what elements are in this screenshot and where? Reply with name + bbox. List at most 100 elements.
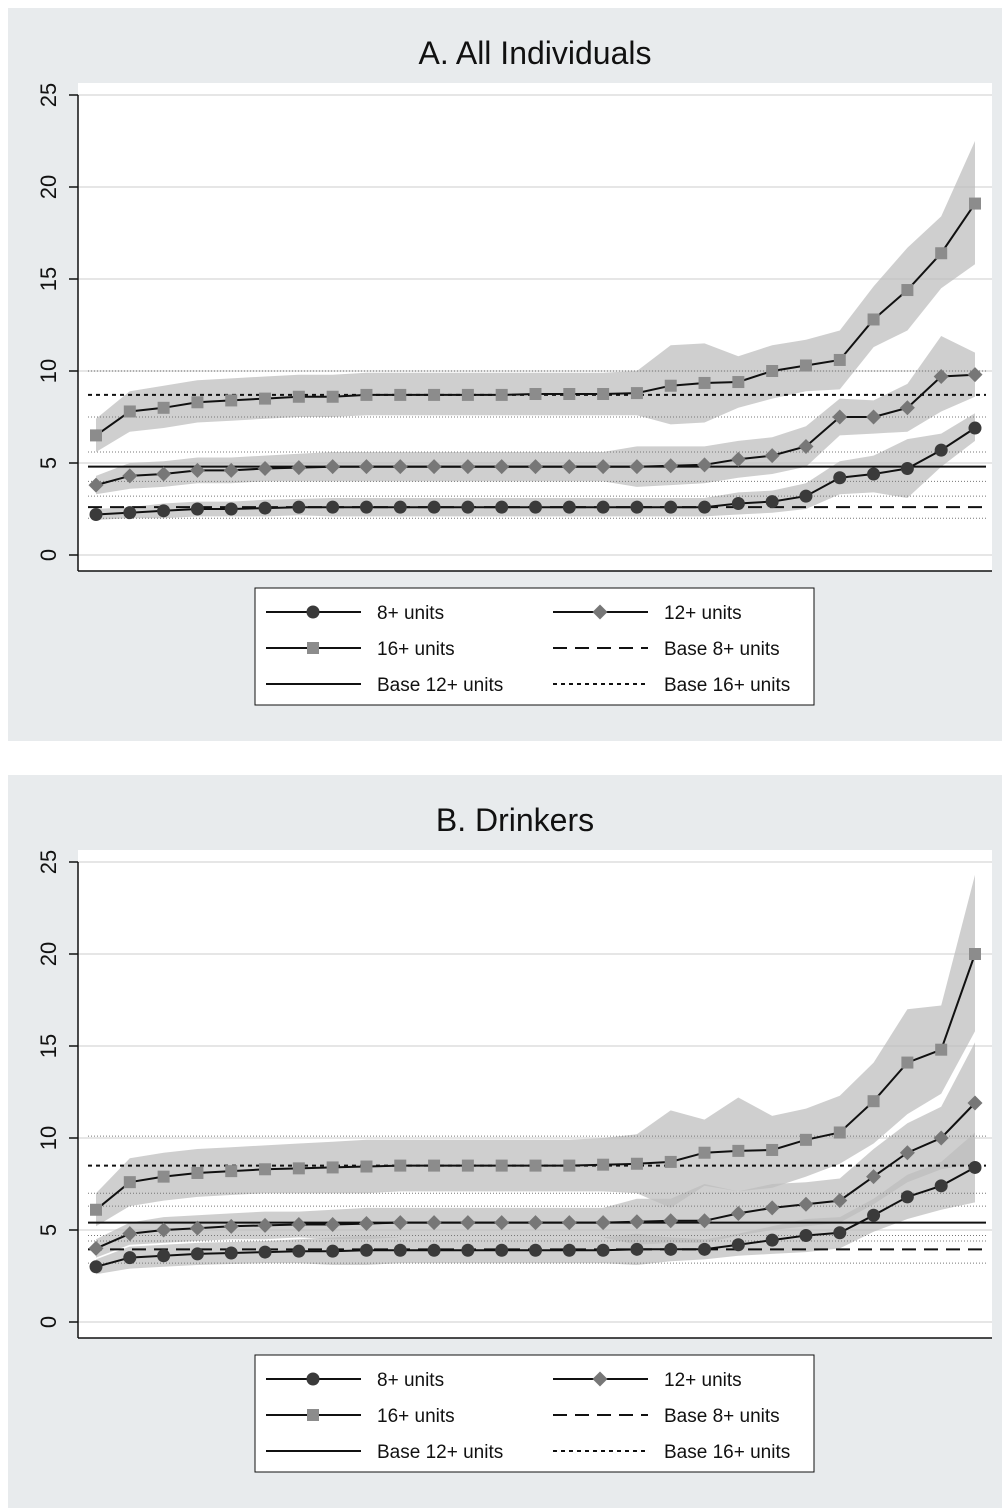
data-point-diamond [832,409,848,425]
data-point-circle [934,443,948,457]
data-point-circle [89,1260,103,1274]
chart-title: A. All Individuals [418,35,651,71]
legend-item: Base 16+ units [553,1442,790,1463]
data-point-square [157,401,170,414]
data-point-diamond [764,1200,780,1216]
data-point-square [90,429,102,442]
confidence-band [96,141,975,452]
data-point-circle [731,1238,745,1252]
data-point-circle [461,500,475,514]
data-point-diamond [156,466,172,482]
confidence-bands [96,141,975,520]
data-point-circle [359,1243,373,1257]
data-point-circle [258,501,272,515]
chart-panel-a: A. All Individuals 0 5 10 15 20 25 8+ units 12… [8,8,1002,741]
data-point-square [867,313,880,326]
data-point-square [326,390,339,403]
data-point-diamond [730,451,746,467]
legend-label: Base 16+ units [664,1442,790,1463]
chart-a-svg: A. All Individuals 0 5 10 15 20 25 8+ units 12… [36,35,992,706]
data-point-diamond [561,1215,577,1231]
data-point-circle [359,500,373,514]
data-point-square [123,1176,136,1189]
data-point-diamond [933,1130,949,1146]
data-point-diamond [595,459,611,475]
data-point-diamond [798,1196,814,1212]
data-point-circle [900,1190,914,1204]
data-point-square [495,1159,508,1172]
y-tick-label: 0 [36,549,61,561]
data-point-square [428,388,441,401]
data-point-square [698,376,711,389]
data-point-diamond [189,462,205,478]
chart-b-svg: B. Drinkers 0 5 10 15 20 25 8+ units 12+ units… [36,802,992,1473]
data-point-square [833,353,846,366]
data-point-square [90,1203,102,1216]
data-point-square [901,1056,914,1069]
legend-item: 8+ units [266,603,444,624]
data-point-diamond [392,459,408,475]
data-point-square [630,1157,643,1170]
data-point-square [597,1158,610,1171]
y-tick-label: 25 [36,83,61,107]
legend-box [254,1354,815,1473]
data-point-diamond [494,459,510,475]
y-tick-label: 0 [36,1316,61,1328]
data-point-circle [664,1242,678,1256]
legend-label: 12+ units [664,1370,742,1391]
legend-item: 8+ units [266,1370,444,1391]
data-point-diamond [494,1215,510,1231]
legend-marker-diamond [592,1371,608,1387]
data-point-circle [495,1243,509,1257]
data-point-diamond [392,1215,408,1231]
legend-label: 16+ units [377,639,455,660]
legend-item: 16+ units [266,639,455,660]
data-point-circle [427,1243,441,1257]
data-point-square [867,1095,880,1108]
data-point-diamond [156,1222,172,1238]
data-point-circle [799,1229,813,1243]
data-point-circle [765,1233,779,1247]
data-point-square [766,1143,779,1156]
data-point-circle [258,1245,272,1259]
confidence-band [96,1042,975,1258]
chart-title: B. Drinkers [436,802,594,838]
data-point-square [529,1159,542,1172]
data-point-circle [427,500,441,514]
data-point-diamond [325,1216,341,1232]
legend-label: 8+ units [377,603,444,624]
data-point-diamond [460,1215,476,1231]
data-point-diamond [426,1215,442,1231]
data-point-circle [123,506,137,520]
data-point-square [698,1146,711,1159]
data-point-circle [900,462,914,476]
data-point-diamond [663,458,679,474]
data-point-circle [529,1243,542,1257]
data-point-circle [393,500,407,514]
data-point-square [969,948,981,960]
data-point-diamond [764,448,780,464]
series-lines [88,948,983,1274]
data-point-circle [664,500,678,514]
data-point-diamond [460,459,476,475]
data-point-diamond [291,460,307,476]
data-point-square [529,388,542,400]
data-point-circle [89,508,103,522]
data-point-diamond [595,1215,611,1231]
data-point-square [360,388,373,401]
data-point-circle [698,500,712,514]
data-point-circle [461,1243,475,1257]
data-point-square [630,387,643,400]
data-point-circle [934,1179,948,1193]
data-point-circle [292,1244,306,1258]
legend-marker-circle [306,605,320,619]
data-point-circle [833,1226,847,1240]
data-point-circle [224,1246,238,1260]
data-point-circle [326,1244,340,1258]
data-point-circle [596,1243,610,1257]
legend-label: Base 12+ units [377,1442,503,1463]
data-point-square [259,392,272,405]
data-point-diamond [899,400,915,416]
data-point-diamond [798,438,814,454]
data-point-circle [495,500,509,514]
